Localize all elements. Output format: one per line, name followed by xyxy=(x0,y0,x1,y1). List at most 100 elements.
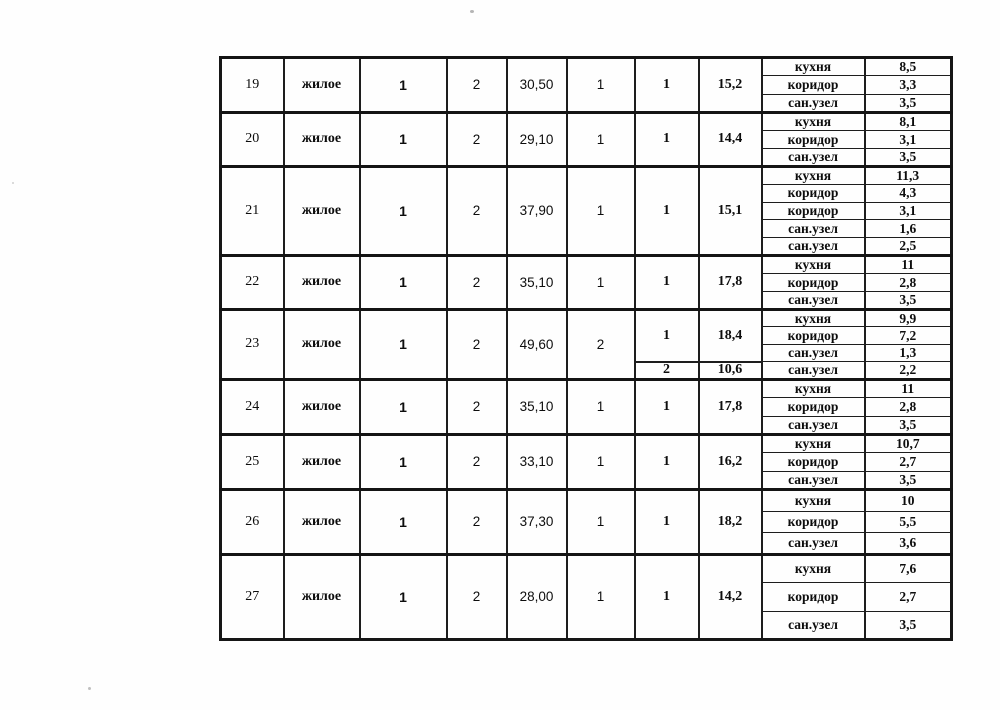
col4-cell: 2 xyxy=(445,377,508,436)
table-row: 24 жилое 1 2 35,10 1 1 17,8 кухня 11 xyxy=(219,377,953,436)
table-row: коридор 3,1 xyxy=(221,129,953,149)
table-row: 26 жилое 1 2 37,30 1 1 18,2 кухня 10 xyxy=(219,487,953,556)
room-area-cell: 4,3 xyxy=(863,183,953,203)
living-area-cell: 16,2 xyxy=(697,432,763,491)
col4-cell: 2 xyxy=(445,487,508,556)
section-number-cell: 1 xyxy=(633,487,700,556)
table-row: коридор 7,2 xyxy=(221,326,953,345)
room-name-cell: коридор xyxy=(760,201,866,221)
scan-speckle xyxy=(12,182,14,184)
room-name-cell: кухня xyxy=(760,487,866,512)
room-area-cell: 7,6 xyxy=(863,552,953,584)
room-name-cell: сан.узел xyxy=(760,415,866,435)
table-row: коридор 2,7 xyxy=(221,452,953,472)
apartment-number-cell: 19 xyxy=(219,56,285,114)
room-name-cell: сан.узел xyxy=(760,290,866,310)
room-area-cell: 3,5 xyxy=(863,470,953,490)
col4-cell: 2 xyxy=(445,432,508,491)
purpose-cell: жилое xyxy=(282,307,361,381)
room-name-cell: сан.узел xyxy=(760,147,866,167)
room-name-cell: кухня xyxy=(760,55,866,77)
room-area-cell: 3,5 xyxy=(863,290,953,310)
room-area-cell: 3,3 xyxy=(863,75,953,95)
room-name-cell: сан.узел xyxy=(760,93,866,113)
room-area-cell: 11,3 xyxy=(863,165,953,185)
room-name-cell: сан.узел xyxy=(760,361,866,380)
room-area-cell: 2,8 xyxy=(863,272,953,292)
section-number-cell: 1 xyxy=(633,164,700,257)
table-row: 21 жилое 1 2 37,90 1 1 15,1 кухня 11,3 xyxy=(219,164,953,257)
table-row: 22 жилое 1 2 35,10 1 1 17,8 кухня 11 xyxy=(219,253,953,311)
apartment-number-cell: 23 xyxy=(219,307,285,381)
room-name-cell: коридор xyxy=(760,452,866,472)
room-area-cell: 11 xyxy=(863,253,953,274)
room-area-cell: 3,1 xyxy=(863,129,953,149)
purpose-cell: жилое xyxy=(282,110,361,168)
room-area-cell: 2,7 xyxy=(863,582,953,612)
room-name-cell: сан.узел xyxy=(760,470,866,490)
table-row: сан.узел 3,5 xyxy=(221,610,953,640)
apartment-number-cell: 26 xyxy=(219,487,285,556)
table-row: сан.узел 3,6 xyxy=(221,532,953,555)
purpose-cell: жилое xyxy=(282,552,361,641)
room-name-cell: коридор xyxy=(760,510,866,534)
room-area-cell: 1,6 xyxy=(863,219,953,239)
col4-cell: 2 xyxy=(445,164,508,257)
col3-cell: 1 xyxy=(358,377,448,436)
col6-cell: 1 xyxy=(565,56,636,114)
table-row: сан.узел 3,5 xyxy=(221,415,953,435)
room-area-cell: 3,5 xyxy=(863,93,953,113)
apartments-table: 19 жилое 1 2 30,50 1 1 15,2 кухня 8,5 коридор 3,3 са… xyxy=(219,55,953,641)
table-row: коридор 2,8 xyxy=(221,397,953,417)
section-number-cell: 1 xyxy=(633,432,700,491)
apartment-number-cell: 27 xyxy=(219,552,285,641)
room-area-cell: 8,5 xyxy=(863,55,953,77)
col6-cell: 1 xyxy=(565,164,636,257)
living-area-cell: 14,4 xyxy=(697,110,763,168)
col3-cell: 1 xyxy=(358,56,448,114)
room-area-cell: 1,3 xyxy=(863,343,953,363)
room-area-cell: 10,7 xyxy=(863,432,953,454)
table-row: коридор 5,5 xyxy=(221,510,953,534)
table-row: коридор 2,7 xyxy=(221,582,953,612)
section-number-cell: 1 xyxy=(633,56,700,114)
table-row: сан.узел 3,5 xyxy=(221,290,953,310)
living-area-cell: 14,2 xyxy=(697,552,763,641)
room-area-cell: 2,2 xyxy=(863,361,953,380)
section-number-cell: 1 xyxy=(633,377,700,436)
room-name-cell: кухня xyxy=(760,432,866,454)
room-area-cell: 7,2 xyxy=(863,326,953,345)
room-name-cell: кухня xyxy=(760,308,866,328)
table-row: 25 жилое 1 2 33,10 1 1 16,2 кухня 10,7 xyxy=(219,432,953,491)
col3-cell: 1 xyxy=(358,164,448,257)
total-area-cell: 35,10 xyxy=(505,377,568,436)
room-name-cell: кухня xyxy=(760,165,866,185)
room-area-cell: 11 xyxy=(863,377,953,399)
total-area-cell: 29,10 xyxy=(505,110,568,168)
living-area-cell: 18,4 xyxy=(697,307,763,363)
purpose-cell: жилое xyxy=(282,377,361,436)
room-area-cell: 3,5 xyxy=(863,415,953,435)
living-area-cell: 15,2 xyxy=(697,56,763,114)
room-area-cell: 10 xyxy=(863,487,953,512)
room-name-cell: сан.узел xyxy=(760,532,866,555)
room-name-cell: сан.узел xyxy=(760,219,866,239)
living-area-cell: 17,8 xyxy=(697,377,763,436)
room-name-cell: сан.узел xyxy=(760,237,866,256)
room-area-cell: 3,5 xyxy=(863,147,953,167)
living-area-cell: 10,6 xyxy=(697,360,763,381)
total-area-cell: 37,90 xyxy=(505,164,568,257)
col3-cell: 1 xyxy=(358,307,448,381)
col4-cell: 2 xyxy=(445,56,508,114)
purpose-cell: жилое xyxy=(282,56,361,114)
table-row: сан.узел 1,6 xyxy=(221,219,953,239)
total-area-cell: 30,50 xyxy=(505,56,568,114)
scan-speckle xyxy=(470,10,474,13)
room-area-cell: 2,5 xyxy=(863,237,953,256)
room-name-cell: коридор xyxy=(760,272,866,292)
living-area-cell: 17,8 xyxy=(697,253,763,311)
room-area-cell: 3,1 xyxy=(863,201,953,221)
purpose-cell: жилое xyxy=(282,164,361,257)
section-number-cell: 1 xyxy=(633,110,700,168)
apartment-number-cell: 24 xyxy=(219,377,285,436)
